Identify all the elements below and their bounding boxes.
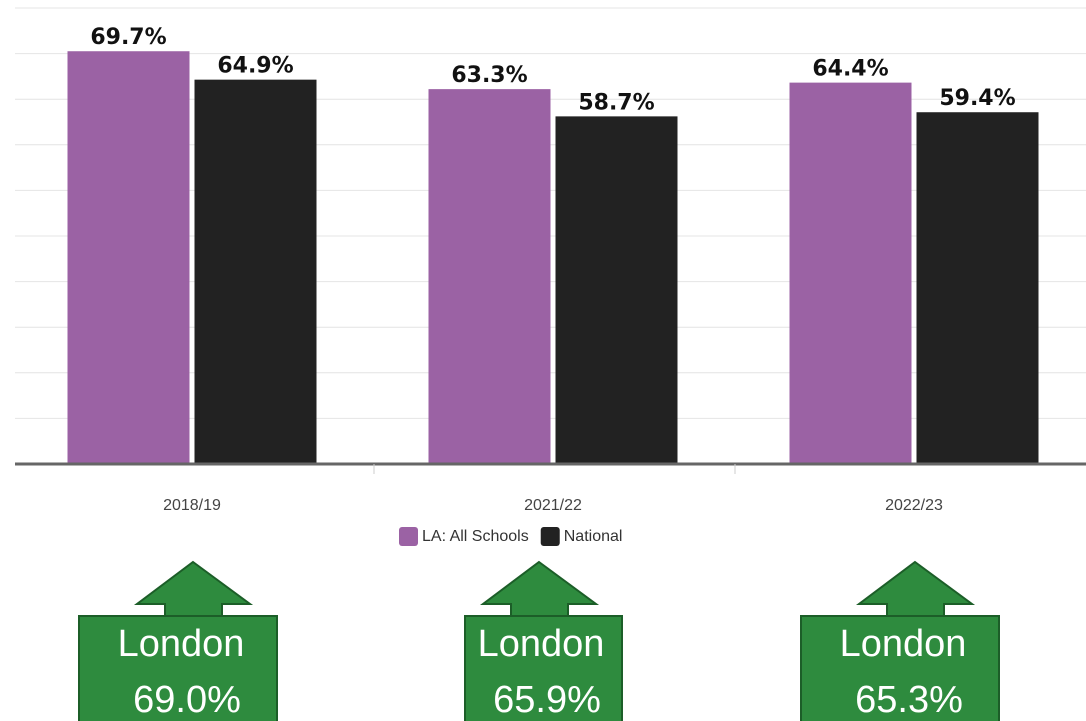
bar: [916, 112, 1039, 464]
value-label: 58.7%: [578, 90, 654, 115]
annotation-box: [78, 615, 278, 721]
annotation-text: 69.0%: [133, 679, 241, 721]
value-label: 69.7%: [90, 25, 166, 50]
bar: [789, 82, 912, 465]
legend-swatch: [540, 527, 560, 546]
annotation-text: London: [118, 623, 245, 665]
annotation-arrow: [134, 560, 254, 619]
value-label: 63.3%: [451, 63, 527, 88]
bar: [555, 116, 678, 464]
annotation-text: 65.9%: [493, 679, 601, 721]
annotation-arrow: [856, 560, 976, 619]
bar: [428, 89, 551, 464]
annotation-text: London: [840, 623, 967, 665]
annotation-arrow: [480, 560, 600, 619]
annotation-box: [464, 615, 623, 721]
legend-swatch: [399, 527, 418, 546]
legend-label: National: [564, 528, 623, 545]
legend-label: LA: All Schools: [422, 528, 529, 545]
value-label: 64.4%: [812, 57, 888, 82]
bar: [194, 79, 317, 465]
bar: [67, 51, 190, 464]
x-tick-label: 2021/22: [524, 497, 582, 514]
annotation-box: [800, 615, 1000, 721]
value-label: 59.4%: [939, 86, 1015, 111]
value-label: 64.9%: [217, 54, 293, 79]
x-tick-label: 2022/23: [885, 497, 943, 514]
x-tick-label: 2018/19: [163, 497, 221, 514]
annotation-text: London: [478, 623, 605, 665]
annotation-text: 65.3%: [855, 679, 963, 721]
